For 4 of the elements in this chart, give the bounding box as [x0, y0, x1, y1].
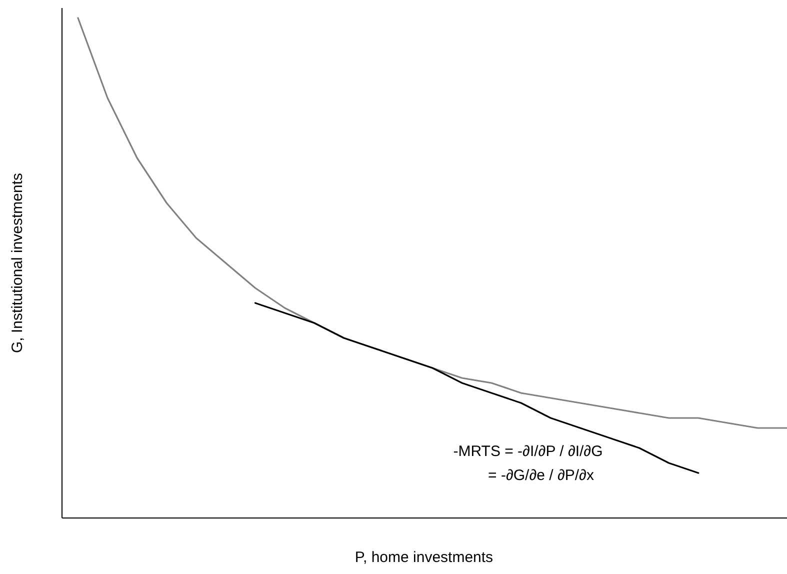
y-axis-title: G, Institutional investments [9, 172, 26, 354]
annotation: = -∂G/∂e / ∂P/∂x [488, 467, 594, 484]
annotation: -MRTS = -∂I/∂P / ∂I/∂G [453, 443, 603, 460]
x-axis-title: P, home investments [354, 549, 494, 566]
